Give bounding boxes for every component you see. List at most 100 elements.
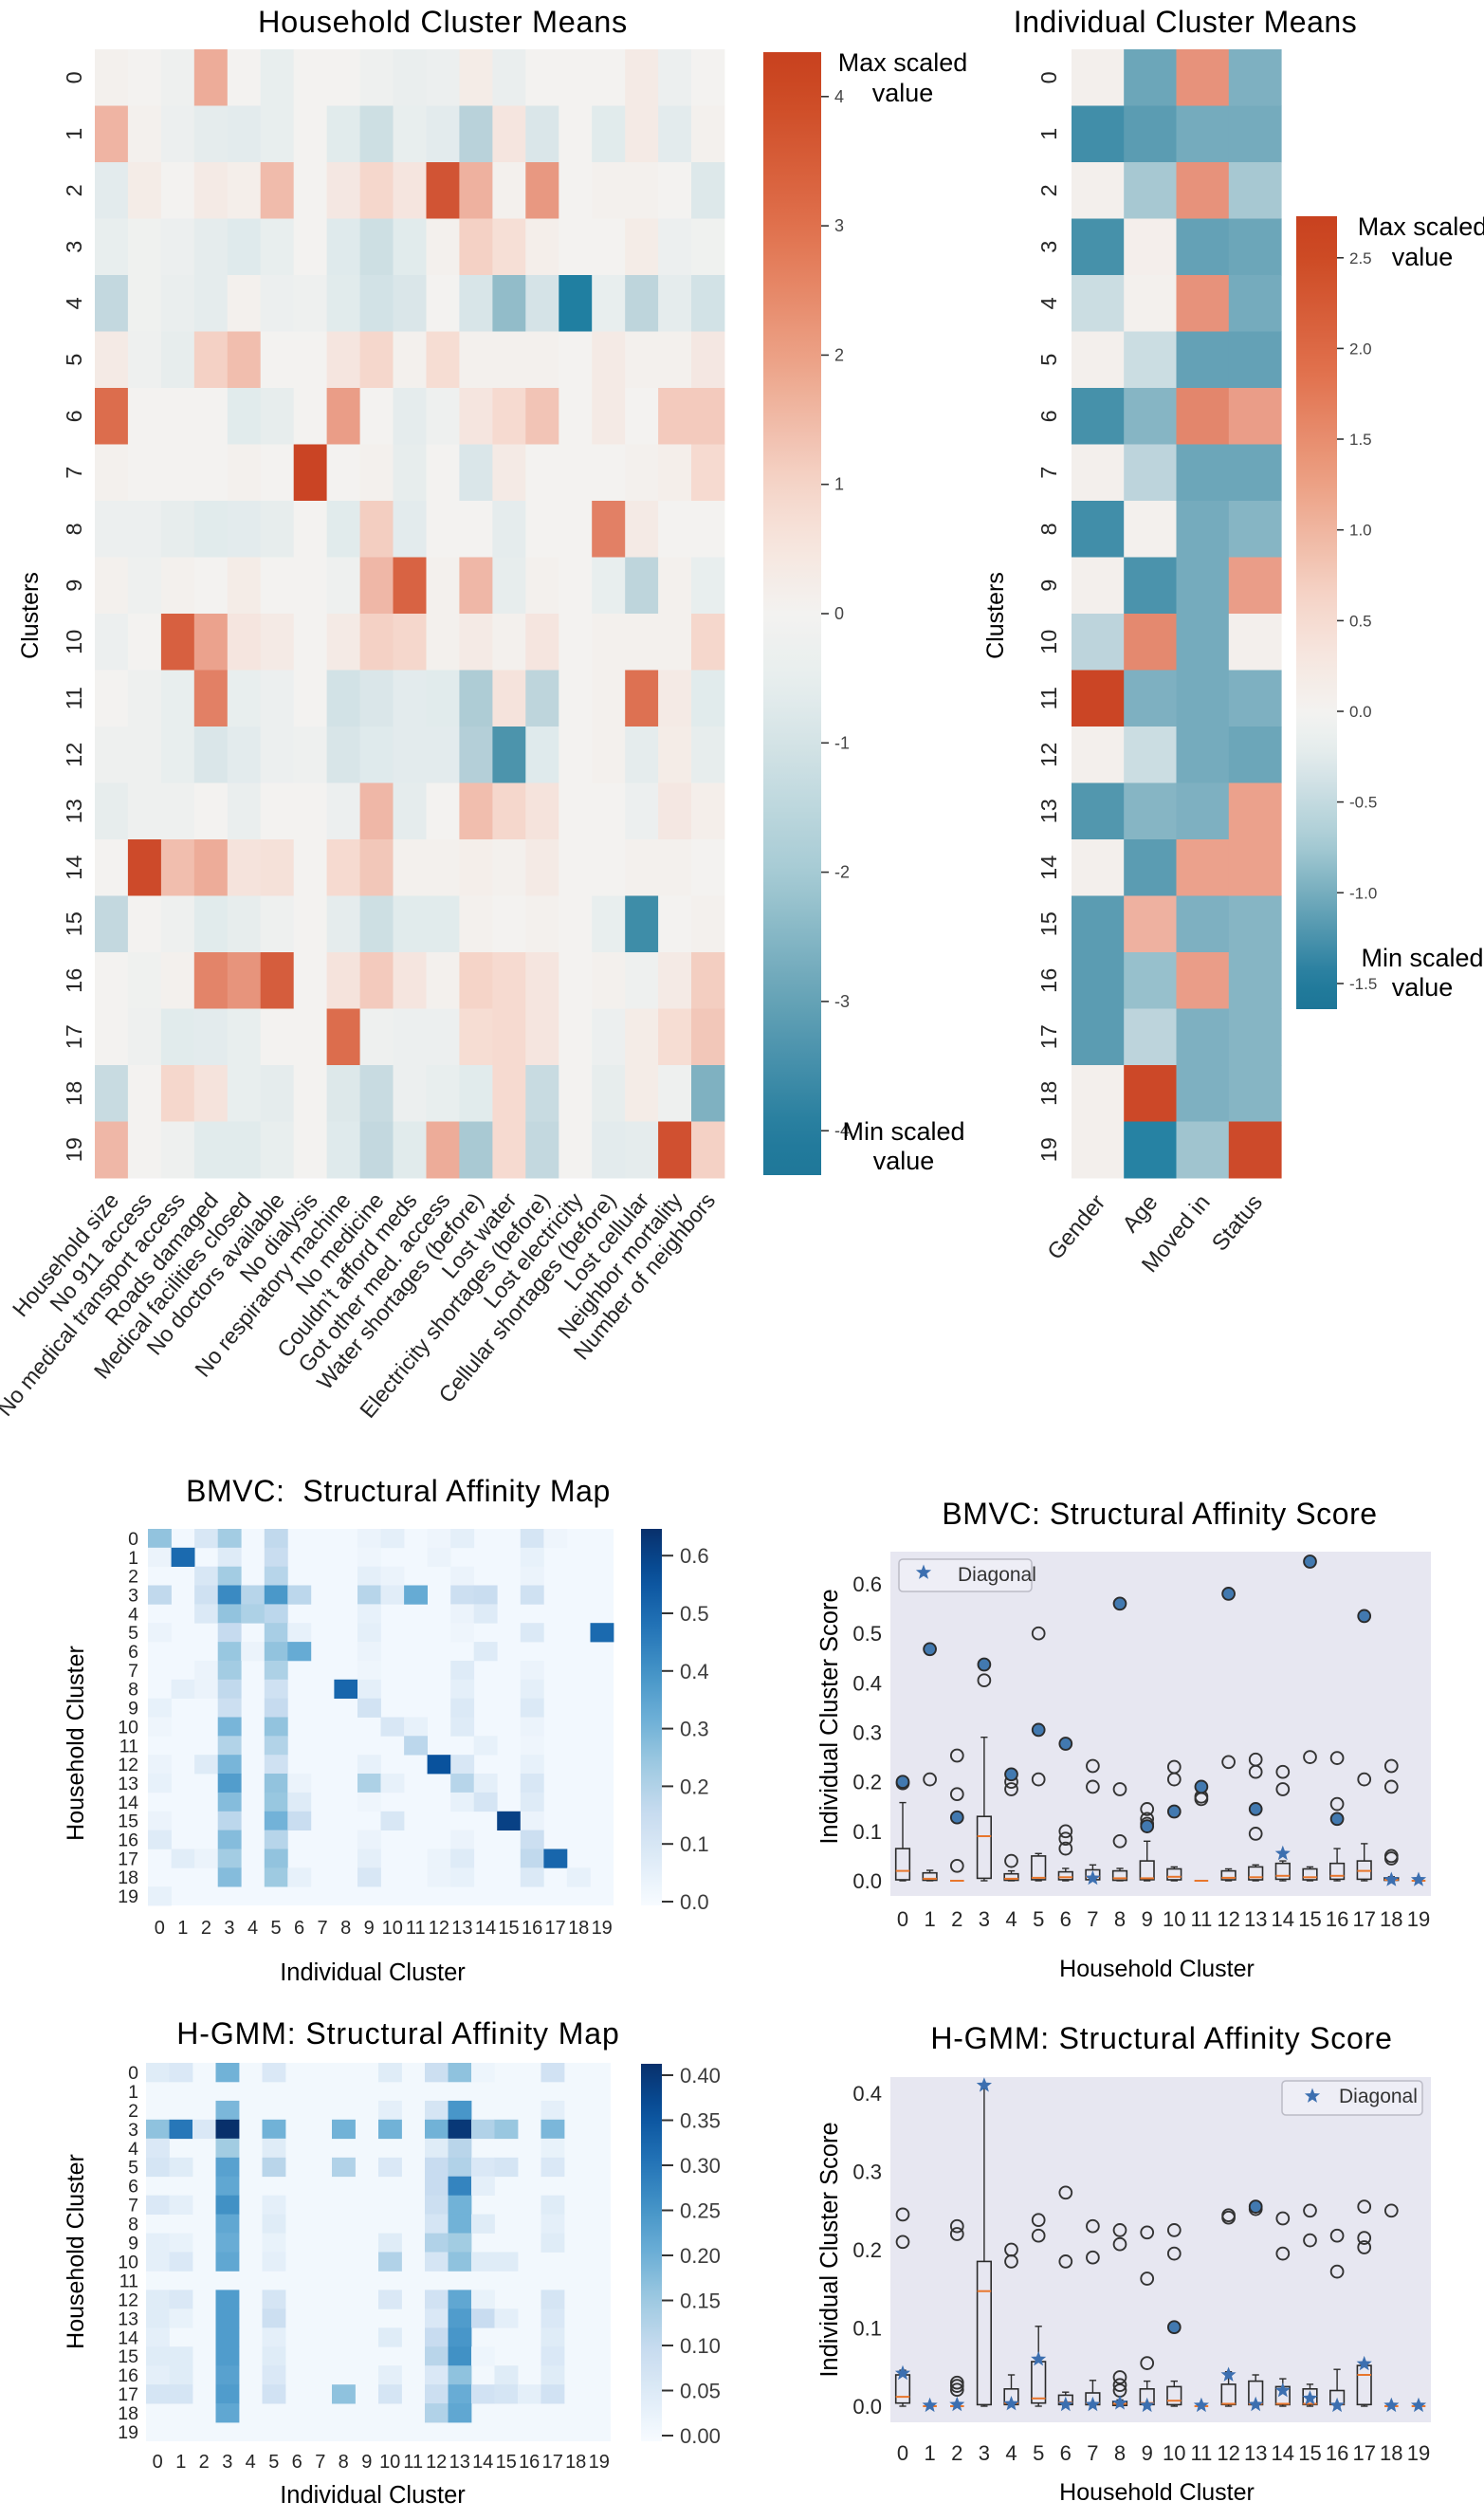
svg-text:Household Cluster: Household Cluster <box>63 1646 89 1841</box>
svg-text:11: 11 <box>1190 1907 1212 1931</box>
svg-text:0.3: 0.3 <box>852 1721 882 1745</box>
svg-text:1: 1 <box>62 128 86 140</box>
svg-text:0.3: 0.3 <box>852 2161 882 2184</box>
svg-text:3: 3 <box>62 241 86 253</box>
svg-text:Household Cluster: Household Cluster <box>63 2154 89 2349</box>
svg-text:0: 0 <box>897 2441 908 2465</box>
svg-text:12: 12 <box>118 1755 138 1775</box>
svg-text:12: 12 <box>1217 1907 1239 1931</box>
svg-text:9: 9 <box>1036 579 1061 592</box>
svg-text:0.0: 0.0 <box>1349 703 1372 721</box>
svg-text:10: 10 <box>118 2253 138 2273</box>
svg-text:5: 5 <box>1033 1907 1044 1931</box>
svg-text:6: 6 <box>1060 1907 1072 1931</box>
svg-text:3: 3 <box>224 1918 234 1939</box>
svg-text:0.20: 0.20 <box>680 2244 721 2268</box>
svg-text:14: 14 <box>118 1793 138 1813</box>
svg-text:17: 17 <box>542 2452 563 2473</box>
svg-text:15: 15 <box>62 911 86 936</box>
svg-text:3: 3 <box>222 2452 232 2473</box>
svg-text:19: 19 <box>62 1137 86 1162</box>
svg-text:0.00: 0.00 <box>680 2424 721 2448</box>
svg-text:14: 14 <box>1272 1907 1294 1931</box>
svg-text:11: 11 <box>62 687 86 709</box>
svg-text:14: 14 <box>475 1918 496 1939</box>
svg-text:3: 3 <box>979 1907 990 1931</box>
svg-text:value: value <box>873 1147 935 1175</box>
svg-text:8: 8 <box>128 1680 138 1701</box>
svg-text:8: 8 <box>1114 1907 1126 1931</box>
svg-text:0.1: 0.1 <box>852 2317 882 2341</box>
svg-text:12: 12 <box>426 2452 447 2473</box>
svg-text:11: 11 <box>1190 2441 1212 2465</box>
svg-text:-0.5: -0.5 <box>1349 794 1377 812</box>
svg-text:14: 14 <box>118 2327 138 2348</box>
svg-text:7: 7 <box>318 1918 328 1939</box>
svg-text:2: 2 <box>1036 184 1061 196</box>
svg-text:18: 18 <box>118 2403 138 2424</box>
svg-text:6: 6 <box>1060 2441 1072 2465</box>
svg-text:0: 0 <box>62 71 86 83</box>
svg-text:13: 13 <box>118 1774 138 1794</box>
svg-text:1: 1 <box>834 475 844 494</box>
svg-text:9: 9 <box>1142 2441 1153 2465</box>
svg-text:17: 17 <box>118 2384 138 2405</box>
svg-text:0.5: 0.5 <box>1349 612 1372 630</box>
svg-text:Individual Cluster Means: Individual Cluster Means <box>1014 5 1357 39</box>
svg-text:19: 19 <box>1036 1137 1061 1162</box>
svg-text:Max scaled: Max scaled <box>838 48 968 77</box>
svg-text:1: 1 <box>924 1907 935 1931</box>
svg-text:16: 16 <box>1326 2441 1348 2465</box>
svg-text:4: 4 <box>128 1604 138 1625</box>
svg-text:0.05: 0.05 <box>680 2380 721 2403</box>
svg-text:9: 9 <box>1142 1907 1153 1931</box>
svg-text:12: 12 <box>1217 2441 1239 2465</box>
svg-text:1.5: 1.5 <box>1349 431 1372 449</box>
svg-text:0.35: 0.35 <box>680 2109 721 2133</box>
svg-text:17: 17 <box>1036 1024 1061 1049</box>
svg-text:0.6: 0.6 <box>680 1544 709 1568</box>
svg-text:5: 5 <box>1033 2441 1044 2465</box>
svg-text:0.5: 0.5 <box>852 1622 882 1646</box>
svg-text:Min scaled: Min scaled <box>1361 944 1483 972</box>
svg-text:4: 4 <box>1005 1907 1017 1931</box>
svg-text:1: 1 <box>177 1918 188 1939</box>
svg-text:6: 6 <box>292 2452 302 2473</box>
svg-text:2: 2 <box>128 2101 138 2122</box>
svg-text:17: 17 <box>544 1918 565 1939</box>
svg-text:0: 0 <box>897 1907 908 1931</box>
svg-text:Max scaled: Max scaled <box>1358 212 1484 241</box>
svg-text:1: 1 <box>128 2082 138 2103</box>
svg-text:10: 10 <box>1163 1907 1185 1931</box>
svg-text:17: 17 <box>118 1849 138 1869</box>
svg-text:10: 10 <box>379 2452 400 2473</box>
svg-text:11: 11 <box>1036 687 1061 709</box>
svg-text:15: 15 <box>498 1918 519 1939</box>
svg-text:0: 0 <box>153 2452 163 2473</box>
svg-text:13: 13 <box>1244 1907 1267 1931</box>
svg-text:14: 14 <box>62 855 86 880</box>
svg-text:Diagonal: Diagonal <box>1339 2086 1418 2107</box>
svg-text:7: 7 <box>128 1661 138 1682</box>
svg-text:16: 16 <box>1326 1907 1348 1931</box>
svg-text:2: 2 <box>951 1907 962 1931</box>
svg-text:7: 7 <box>1087 2441 1098 2465</box>
svg-text:4: 4 <box>62 297 86 309</box>
svg-text:12: 12 <box>429 1918 449 1939</box>
svg-text:9: 9 <box>361 2452 372 2473</box>
svg-text:5: 5 <box>128 1623 138 1644</box>
svg-text:4: 4 <box>1036 297 1061 309</box>
svg-text:13: 13 <box>1036 799 1061 823</box>
svg-text:0.2: 0.2 <box>680 1775 709 1798</box>
svg-text:7: 7 <box>1087 1907 1098 1931</box>
svg-text:7: 7 <box>315 2452 325 2473</box>
svg-text:Clusters: Clusters <box>982 572 1009 659</box>
svg-text:17: 17 <box>1352 2441 1375 2465</box>
svg-text:0.2: 0.2 <box>852 1771 882 1794</box>
svg-text:8: 8 <box>340 1918 351 1939</box>
svg-text:15: 15 <box>118 2346 138 2367</box>
svg-text:1: 1 <box>175 2452 186 2473</box>
svg-text:3: 3 <box>834 216 844 235</box>
svg-text:Min scaled: Min scaled <box>842 1117 964 1146</box>
svg-text:8: 8 <box>62 523 86 535</box>
